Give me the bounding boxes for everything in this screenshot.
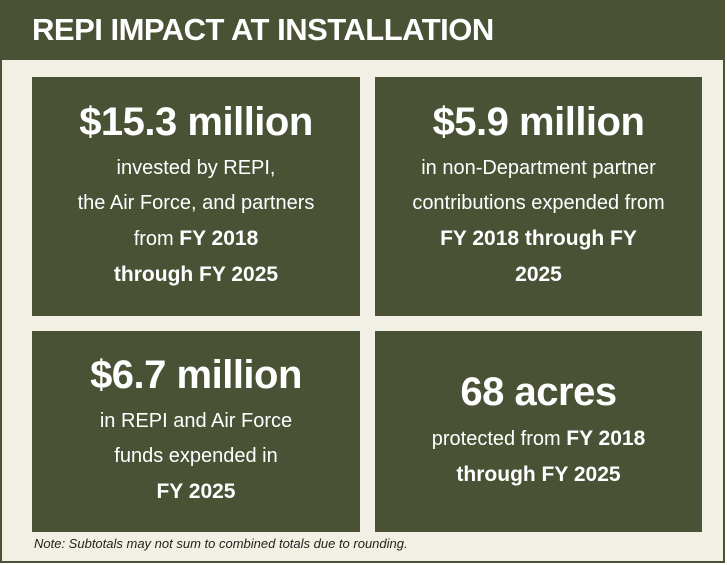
stat-card: $6.7 million in REPI and Air Force funds e… <box>32 331 360 532</box>
stat-card: 68 acres protected from FY 2018 through FY… <box>375 331 702 532</box>
stat-text: FY 2018 <box>566 427 646 450</box>
stat-headline: 68 acres <box>460 370 617 414</box>
stat-card: $15.3 million invested by REPI, the Air Fo… <box>32 77 360 316</box>
footnote: Note: Subtotals may not sum to combined … <box>34 536 408 551</box>
stat-line: protected from FY 2018 <box>432 421 646 457</box>
stat-text: from <box>133 228 180 250</box>
stat-text: invested by REPI, <box>116 157 276 179</box>
stat-text: in REPI and Air Force <box>99 410 293 432</box>
stat-headline: $15.3 million <box>79 100 313 144</box>
stat-line: through FY 2025 <box>456 457 620 493</box>
stat-line: FY 2025 <box>156 474 235 510</box>
header-band: REPI IMPACT AT INSTALLATION <box>2 0 723 60</box>
stat-line: in REPI and Air Force <box>100 404 292 439</box>
stat-line: contributions expended from <box>412 186 664 221</box>
stat-line: through FY 2025 <box>114 257 278 293</box>
stat-text: contributions expended from <box>412 192 665 214</box>
stat-text: through FY 2025 <box>456 463 621 486</box>
stat-line: in non-Department partner <box>421 151 656 186</box>
stat-text: FY 2025 <box>156 480 236 503</box>
stat-text: in non-Department partner <box>421 157 656 179</box>
stat-text: funds expended in <box>114 445 278 467</box>
stat-line: 2025 <box>515 257 562 293</box>
stat-line: invested by REPI, <box>117 151 276 186</box>
stat-headline: $5.9 million <box>432 100 645 144</box>
stat-line: the Air Force, and partners <box>78 186 315 221</box>
header-title: REPI IMPACT AT INSTALLATION <box>32 12 494 47</box>
stat-text: 2025 <box>515 263 562 286</box>
stat-line: from FY 2018 <box>134 221 259 257</box>
stat-line: FY 2018 through FY <box>440 221 637 257</box>
stat-card: $5.9 million in non-Department partner con… <box>375 77 702 316</box>
stat-text: FY 2018 through FY <box>440 227 637 250</box>
stat-text: the Air Force, and partners <box>77 192 315 214</box>
stat-line: funds expended in <box>114 439 277 474</box>
stat-text: FY 2018 <box>179 227 259 250</box>
stat-text: through FY 2025 <box>113 263 279 286</box>
stat-text: protected from <box>431 428 567 450</box>
stat-headline: $6.7 million <box>90 353 302 397</box>
